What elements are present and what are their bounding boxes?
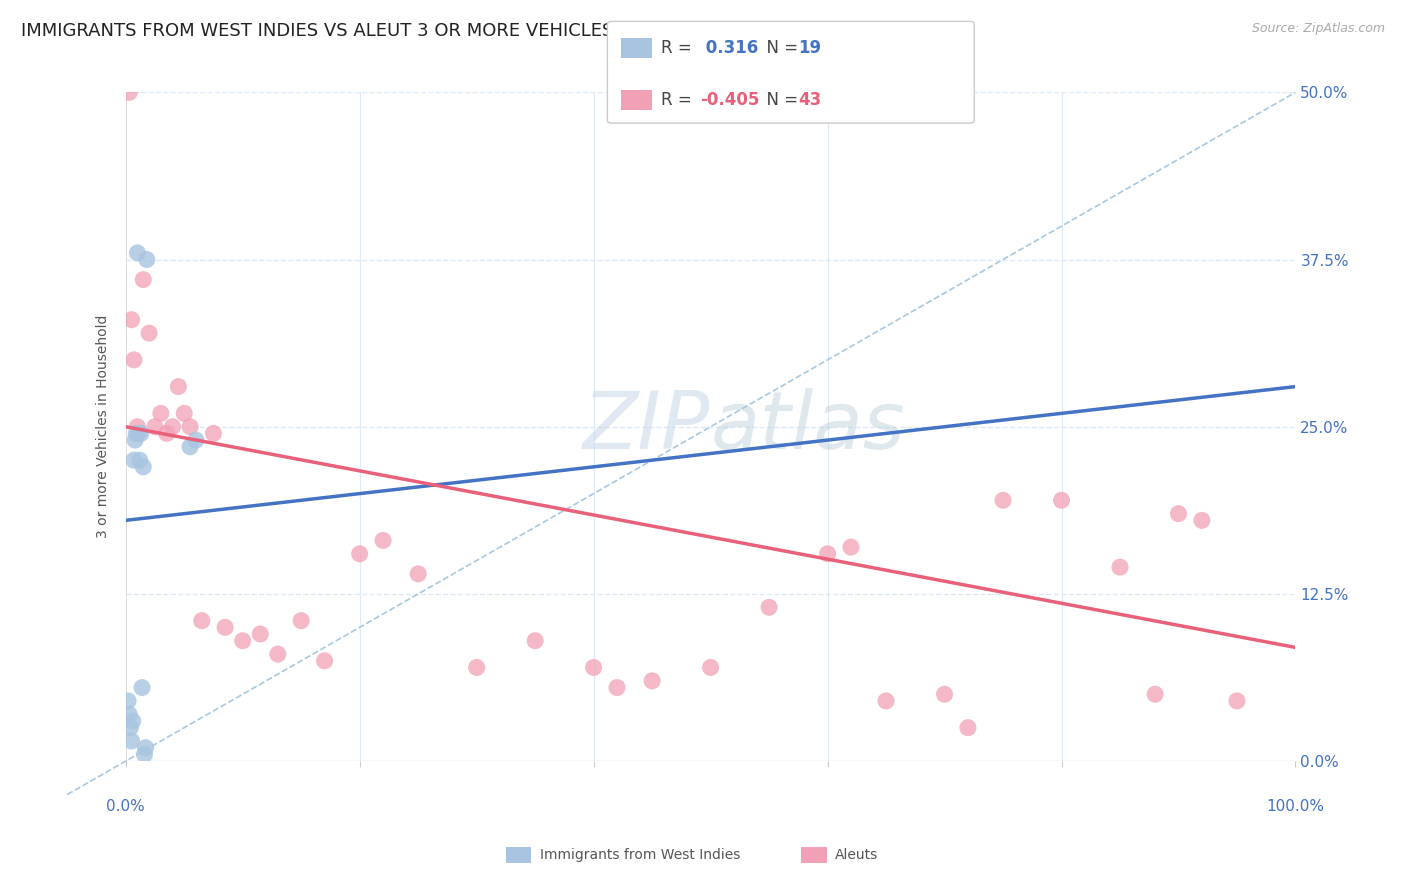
Point [127,419,149,434]
Point [134,747,156,762]
Point [1144,687,1167,701]
Point [1191,513,1213,527]
Text: R =: R = [661,39,697,57]
Point [214,620,236,634]
Text: N =: N = [756,39,804,57]
Point [129,426,152,441]
Point [934,687,956,701]
Point [118,86,141,100]
Point [839,540,862,554]
Point [121,734,143,748]
Text: 0.316: 0.316 [700,39,758,57]
Point [817,547,839,561]
Point [371,533,394,548]
Point [179,419,201,434]
Text: 0.0%: 0.0% [107,798,145,814]
Point [267,647,290,661]
Point [699,660,721,674]
Point [641,673,664,688]
Point [1226,694,1249,708]
Point [135,252,157,267]
Point [117,694,139,708]
Text: ZIP: ZIP [583,388,710,466]
Point [524,633,547,648]
Point [122,352,145,367]
Point [1050,493,1073,508]
Point [143,419,166,434]
Point [179,440,201,454]
Text: -0.405: -0.405 [700,91,759,109]
Point [249,627,271,641]
Point [121,714,143,728]
Point [582,660,605,674]
Point [135,740,157,755]
Point [131,681,153,695]
Point [758,600,780,615]
Text: IMMIGRANTS FROM WEST INDIES VS ALEUT 3 OR MORE VEHICLES IN HOUSEHOLD CORRELATION: IMMIGRANTS FROM WEST INDIES VS ALEUT 3 O… [21,22,959,40]
Point [190,614,212,628]
Point [1167,507,1189,521]
Point [132,272,155,286]
Point [138,326,160,340]
Text: Source: ZipAtlas.com: Source: ZipAtlas.com [1251,22,1385,36]
Text: 43: 43 [799,91,823,109]
Point [162,419,184,434]
Point [118,707,141,722]
Point [173,406,195,420]
Y-axis label: 3 or more Vehicles in Household: 3 or more Vehicles in Household [96,315,110,539]
Point [122,453,145,467]
Point [875,694,897,708]
Point [156,426,179,441]
Point [406,566,429,581]
Point [349,547,371,561]
Text: Immigrants from West Indies: Immigrants from West Indies [540,848,741,863]
Point [128,426,150,441]
Point [132,459,155,474]
Point [202,426,225,441]
Point [167,379,190,393]
Point [314,654,336,668]
Text: N =: N = [756,91,804,109]
Point [125,426,148,441]
Point [290,614,312,628]
Point [149,406,172,420]
Text: Aleuts: Aleuts [835,848,879,863]
Point [127,245,149,260]
Point [184,433,207,447]
Point [465,660,488,674]
Point [124,433,146,447]
Point [956,721,979,735]
Point [991,493,1014,508]
Point [120,721,142,735]
Point [1109,560,1132,574]
Text: 19: 19 [799,39,821,57]
Point [232,633,254,648]
Point [128,453,150,467]
Text: atlas: atlas [710,388,905,466]
Text: 100.0%: 100.0% [1267,798,1324,814]
Point [606,681,628,695]
Text: R =: R = [661,91,697,109]
Point [121,312,143,326]
